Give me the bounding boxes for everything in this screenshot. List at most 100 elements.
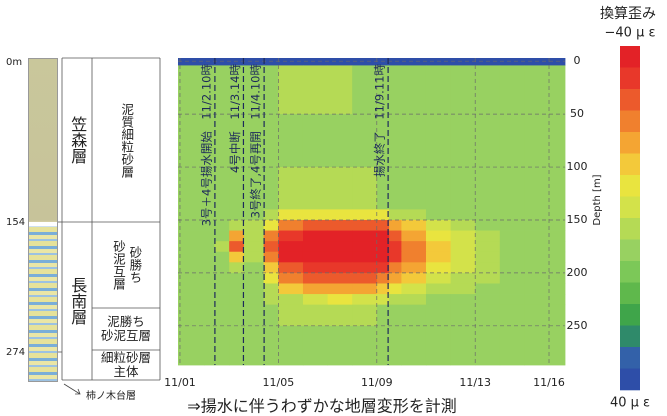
heat-cell [475, 231, 500, 242]
heat-cell [451, 294, 476, 305]
heat-cell [475, 114, 500, 167]
heat-cell [451, 65, 476, 114]
y-tick-label: 0 [574, 54, 581, 67]
heat-cell [389, 114, 402, 167]
heat-cell [205, 262, 215, 273]
heat-cell [328, 252, 353, 263]
x-tick-label: 11/13 [459, 376, 491, 389]
heat-cell [264, 65, 279, 114]
heat-cell [278, 231, 303, 242]
heat-cell [328, 241, 353, 252]
heat-cell [475, 58, 500, 66]
heat-cell [352, 209, 377, 220]
heat-cell [328, 220, 353, 231]
heat-cell [303, 65, 328, 114]
heat-cell [451, 262, 476, 273]
heat-cell [303, 252, 328, 263]
heat-cell [178, 241, 205, 252]
event-label: 4号中断 11/3.14時 [228, 64, 242, 173]
heat-cell [426, 326, 451, 366]
depth-label: 0m [6, 57, 22, 68]
heat-cell [352, 305, 377, 327]
heat-cell [278, 305, 303, 327]
event-label: 3号終了,4号再開 11/4.10時 [249, 64, 263, 219]
heat-cell [278, 167, 303, 210]
heat-cell [524, 209, 565, 220]
heat-cell [264, 294, 279, 305]
heat-cell [303, 273, 328, 284]
heat-cell [303, 294, 328, 305]
heat-cell [524, 294, 565, 305]
heat-cell [389, 241, 402, 252]
heat-cell [389, 262, 402, 273]
heat-cell [278, 326, 303, 366]
colorbar-band [620, 369, 640, 391]
base-formation: 柿ノ木台層 [86, 389, 136, 402]
heat-cell [426, 294, 451, 305]
event-label: 揚水終了 11/9.11時 [373, 64, 387, 178]
heat-cell [214, 326, 229, 366]
heat-cell [524, 241, 565, 252]
heat-cell [426, 262, 451, 273]
heat-cell [389, 231, 402, 242]
heat-cell [264, 273, 279, 284]
heat-cell [426, 252, 451, 263]
heat-cell [389, 294, 402, 305]
heat-cell [426, 209, 451, 220]
heat-cell [524, 262, 565, 273]
heat-cell [278, 209, 303, 220]
heat-cell [214, 220, 229, 231]
heat-cell [401, 326, 426, 366]
heat-cell [205, 326, 215, 366]
heat-cell [500, 167, 525, 210]
y-tick-label: 250 [567, 319, 588, 332]
heat-cell [401, 231, 426, 242]
heat-cell [389, 167, 402, 210]
heat-cell [178, 305, 205, 327]
heat-cell [244, 252, 264, 263]
colorbar-band [620, 240, 640, 262]
heat-cell [328, 283, 353, 294]
heat-cell [500, 220, 525, 231]
heat-cell [352, 220, 377, 231]
heat-cell [244, 294, 264, 305]
heat-cell [264, 305, 279, 327]
y-tick-label: 200 [567, 266, 588, 279]
heat-cell [278, 294, 303, 305]
heat-cell [389, 209, 402, 220]
heat-cell [500, 294, 525, 305]
y-tick-label: 100 [567, 160, 588, 173]
heat-cell [278, 114, 303, 167]
heat-cell [401, 241, 426, 252]
heat-cell [500, 273, 525, 284]
colorbar-band [620, 111, 640, 133]
heat-cell [278, 58, 303, 66]
x-tick-label: 11/16 [533, 376, 565, 389]
heat-cell [524, 220, 565, 231]
heat-cell [389, 326, 402, 366]
heat-cell [352, 252, 377, 263]
heat-cell [264, 283, 279, 294]
heat-cell [524, 114, 565, 167]
x-tick-label: 11/05 [263, 376, 295, 389]
colorbar-band [620, 283, 640, 305]
colorbar-band [620, 197, 640, 219]
heat-cell [451, 231, 476, 242]
heat-cell [178, 273, 205, 284]
heat-cell [229, 273, 244, 284]
heat-cell [244, 220, 264, 231]
heat-cell [500, 65, 525, 114]
page: 笠森層長南層泥質細粒砂層砂勝ち砂泥互層泥勝ち砂泥互層細粒砂層主体 0501001… [0, 0, 667, 416]
heat-cell [214, 273, 229, 284]
heat-cell [524, 252, 565, 263]
heat-cell [389, 283, 402, 294]
heat-cell [244, 273, 264, 284]
colorbar-band [620, 326, 640, 348]
heat-cell [426, 283, 451, 294]
heat-cell [524, 273, 565, 284]
heat-cell [278, 252, 303, 263]
heat-cell [278, 241, 303, 252]
heat-cell [264, 114, 279, 167]
heat-cell [352, 241, 377, 252]
heat-cell [328, 209, 353, 220]
